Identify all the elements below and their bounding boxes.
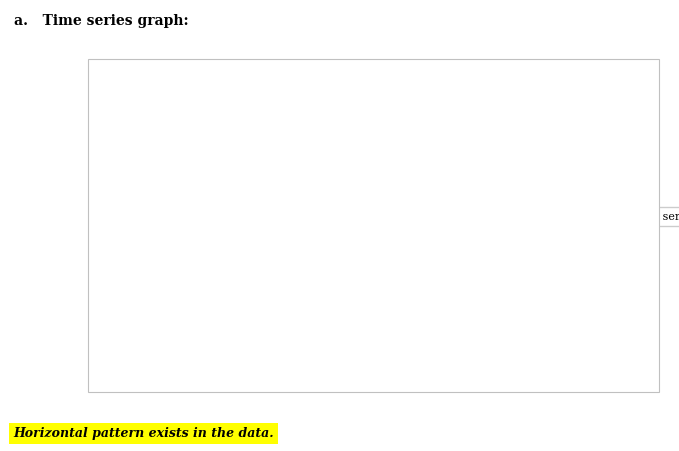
Legend: Time series value: Time series value [595,207,679,226]
Text: a.   Time series graph:: a. Time series graph: [14,14,188,28]
Time series value [307,149,315,154]
Time series value [437,136,445,141]
Line: Time series value: Time series value [179,123,508,220]
X-axis label: Week: Week [334,381,372,394]
Time series value [178,123,186,128]
Time series value [501,175,509,180]
Text: Horizontal pattern exists in the data.: Horizontal pattern exists in the data. [14,427,274,440]
Y-axis label: Time series value: Time series value [112,169,125,291]
Time series value [242,188,251,193]
Time series value [371,214,380,220]
